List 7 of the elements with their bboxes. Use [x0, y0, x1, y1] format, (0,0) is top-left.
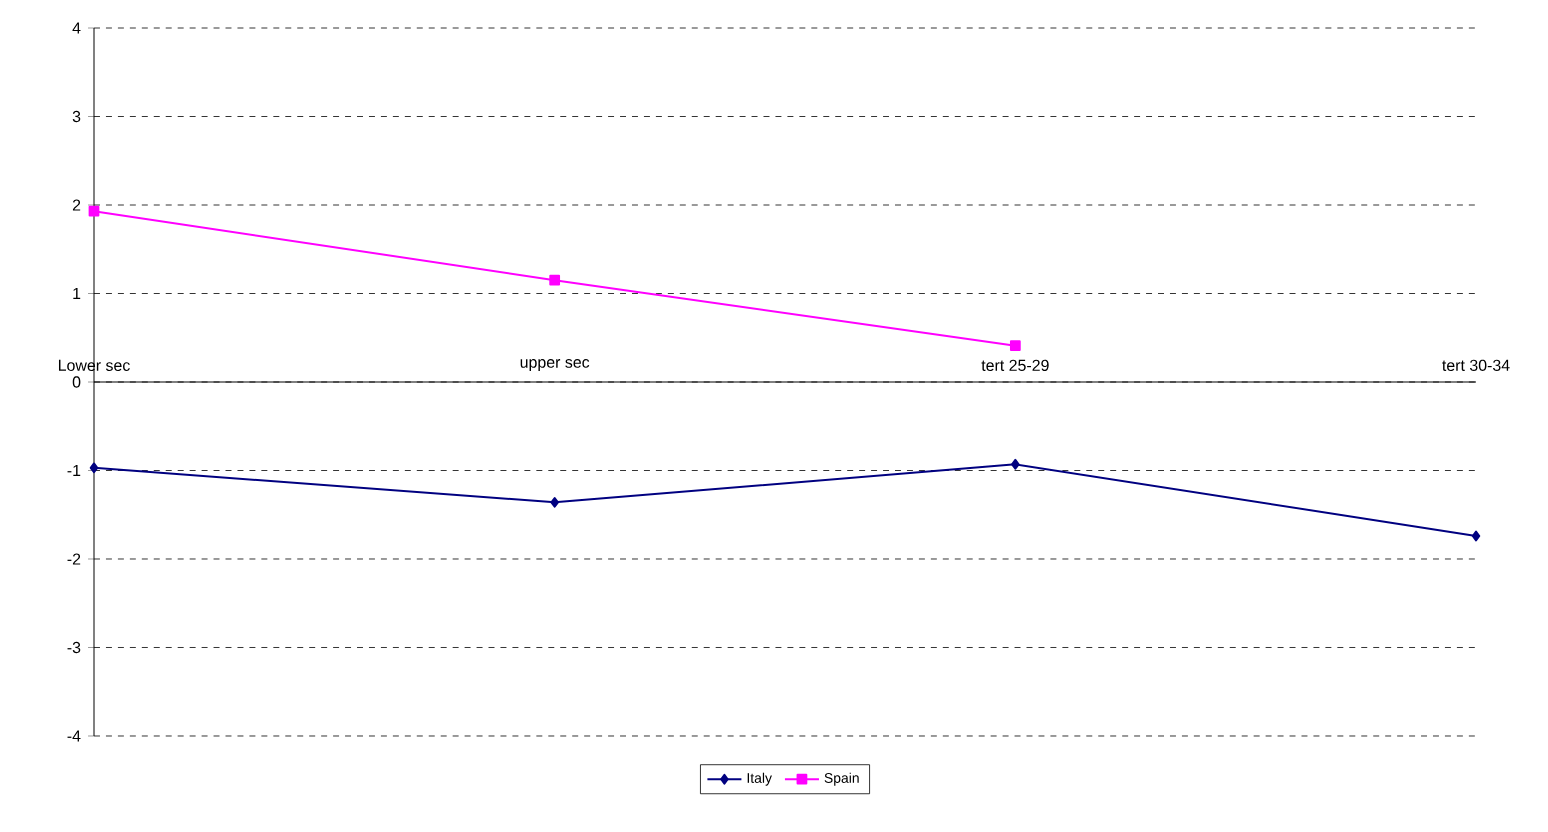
point: [88, 205, 100, 217]
point: [89, 462, 99, 474]
point: [550, 496, 559, 508]
point: [1011, 458, 1020, 470]
point: [1009, 340, 1021, 352]
point: [1471, 530, 1481, 542]
point: [549, 274, 561, 286]
